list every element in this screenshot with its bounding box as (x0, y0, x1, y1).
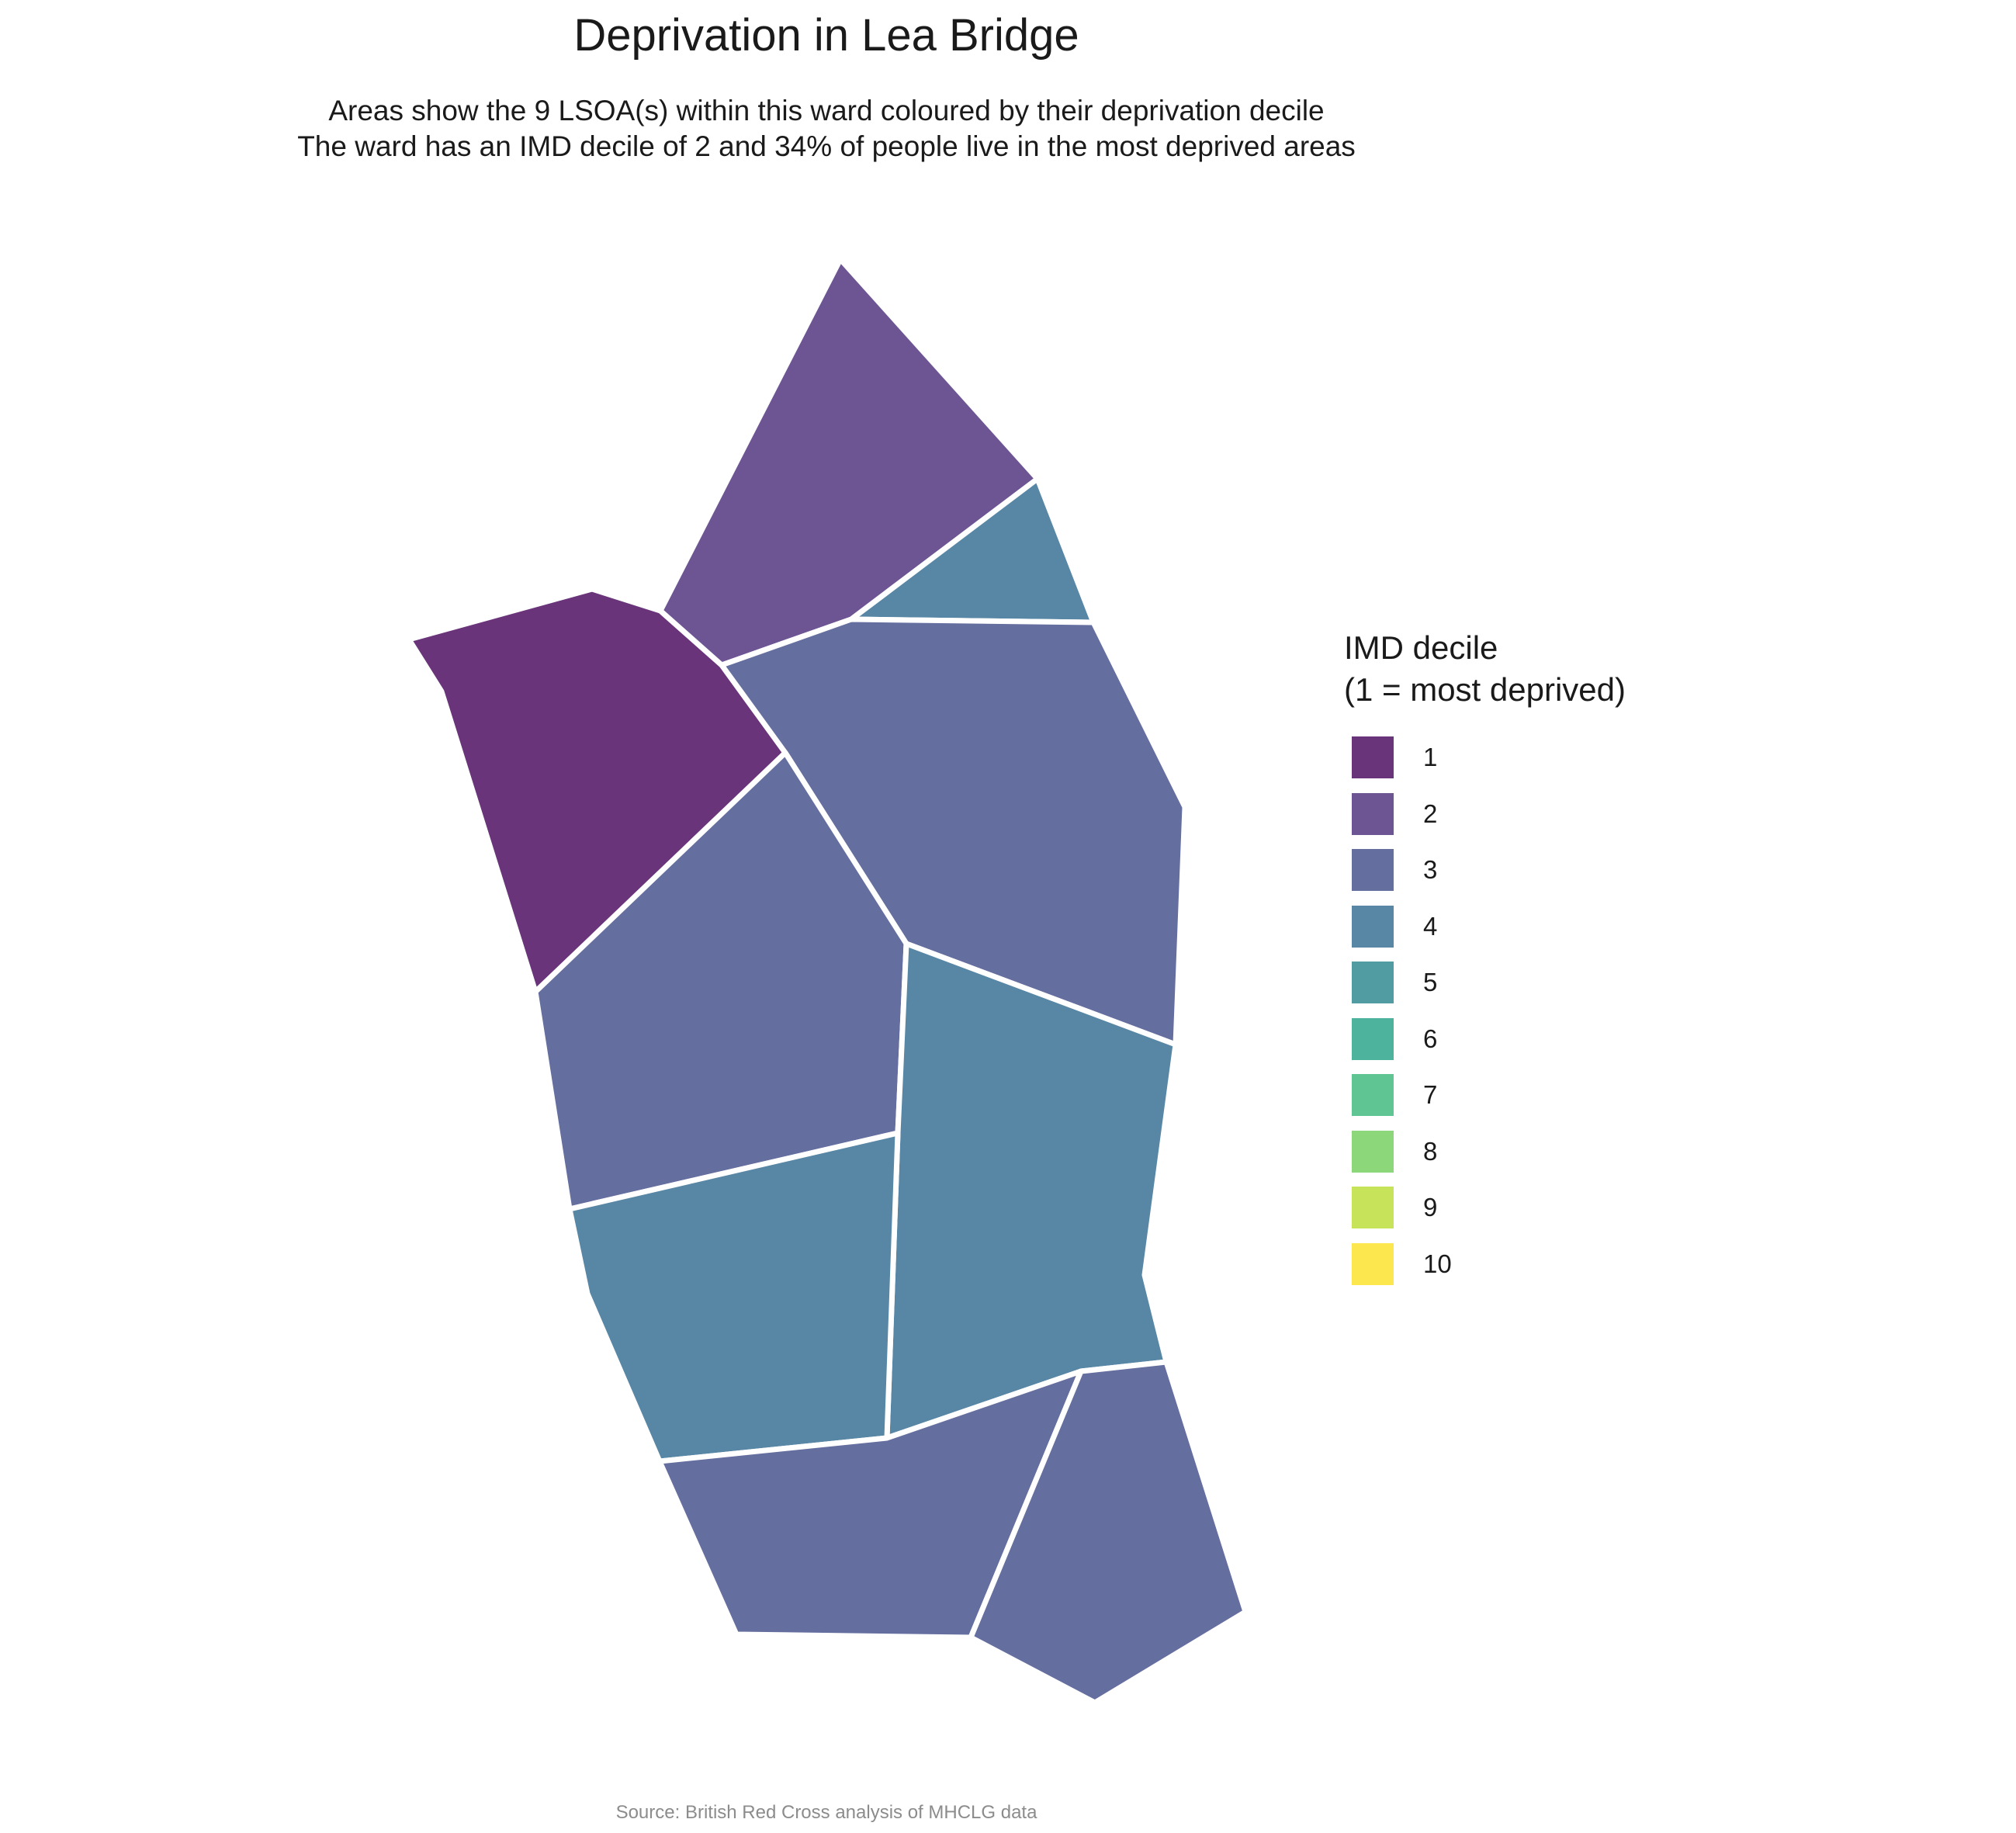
legend-label: 6 (1423, 1024, 1438, 1053)
legend-swatch (1352, 1017, 1394, 1060)
legend-swatch (1352, 1130, 1394, 1173)
legend-item: 1 (1344, 729, 1626, 786)
legend-swatch (1352, 849, 1394, 892)
legend-item: 9 (1344, 1180, 1626, 1236)
legend-swatch (1352, 962, 1394, 1004)
legend-swatch (1352, 736, 1394, 779)
legend-label: 9 (1423, 1193, 1438, 1222)
legend-swatch (1352, 792, 1394, 835)
legend-label: 7 (1423, 1080, 1438, 1110)
legend-title-line-1: IMD decile (1344, 629, 1498, 666)
legend-item: 6 (1344, 1011, 1626, 1068)
legend-label: 1 (1423, 743, 1438, 772)
legend-item: 8 (1344, 1124, 1626, 1180)
legend-swatch (1352, 905, 1394, 948)
legend-label: 10 (1423, 1249, 1452, 1278)
map-title: Deprivation in Lea Bridge (573, 10, 1079, 61)
legend-label: 4 (1423, 911, 1438, 941)
legend-item: 3 (1344, 842, 1626, 899)
legend-swatch (1352, 1242, 1394, 1285)
legend-item: 7 (1344, 1067, 1626, 1124)
legend-swatch (1352, 1187, 1394, 1229)
legend-swatch (1352, 1074, 1394, 1117)
legend-label: 5 (1423, 968, 1438, 997)
legend: IMD decile (1 = most deprived) 1 2 3 4 5… (1344, 627, 1626, 1292)
legend-items: 1 2 3 4 5 6 7 8 (1344, 729, 1626, 1292)
legend-label: 3 (1423, 855, 1438, 885)
legend-title-line-2: (1 = most deprived) (1344, 671, 1626, 708)
legend-label: 2 (1423, 799, 1438, 828)
legend-label: 8 (1423, 1136, 1438, 1166)
map-subtitle-line-1: Areas show the 9 LSOA(s) within this war… (328, 95, 1325, 126)
legend-title: IMD decile (1 = most deprived) (1344, 627, 1626, 711)
lsoa-area[interactable] (968, 1359, 1249, 1706)
source-caption: Source: British Red Cross analysis of MH… (615, 1802, 1037, 1823)
legend-item: 10 (1344, 1236, 1626, 1293)
map-subtitle-line-2: The ward has an IMD decile of 2 and 34% … (297, 130, 1356, 162)
legend-item: 2 (1344, 786, 1626, 843)
legend-item: 5 (1344, 955, 1626, 1011)
legend-item: 4 (1344, 899, 1626, 955)
